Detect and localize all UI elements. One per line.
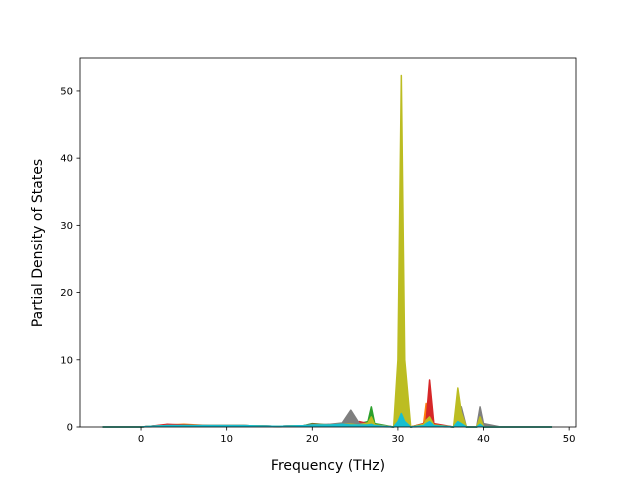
- y-tick-label: 0: [67, 423, 73, 434]
- x-tick-label: 50: [563, 434, 576, 445]
- y-axis-label: Partial Density of States: [30, 159, 46, 327]
- y-tick-label: 10: [60, 355, 73, 366]
- x-tick-label: 30: [392, 434, 405, 445]
- y-tick-label: 50: [60, 86, 73, 97]
- x-tick-label: 20: [306, 434, 319, 445]
- x-axis-label: Frequency (THz): [271, 458, 385, 474]
- y-tick-label: 20: [60, 288, 73, 299]
- plot-frame: [79, 57, 577, 428]
- y-tick-label: 40: [60, 154, 73, 165]
- x-tick-label: 10: [220, 434, 233, 445]
- y-tick-label: 30: [60, 221, 73, 232]
- x-tick-label: 0: [138, 434, 144, 445]
- x-tick-label: 40: [477, 434, 490, 445]
